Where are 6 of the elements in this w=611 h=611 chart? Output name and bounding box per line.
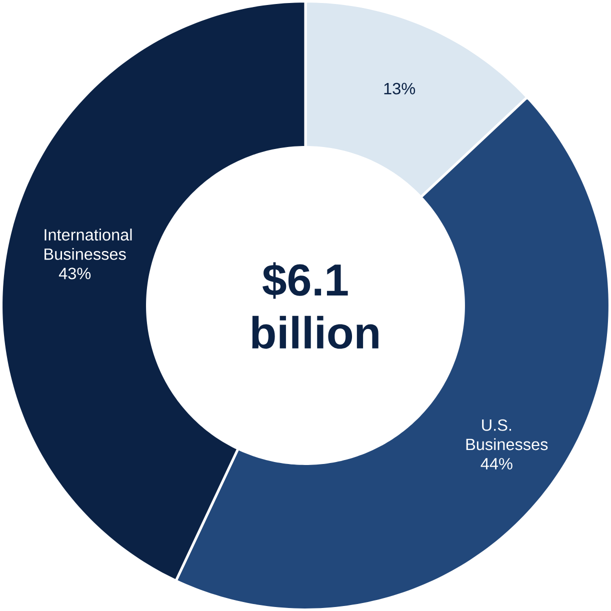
data-label: 13% (384, 82, 416, 94)
data-label: 43% (58, 268, 91, 280)
slice-label: International Businesses (44, 228, 132, 260)
data-label: 44% (480, 458, 512, 470)
slice-label: U.S. Businesses (466, 419, 548, 450)
text: $6.1 billion (252, 262, 378, 349)
